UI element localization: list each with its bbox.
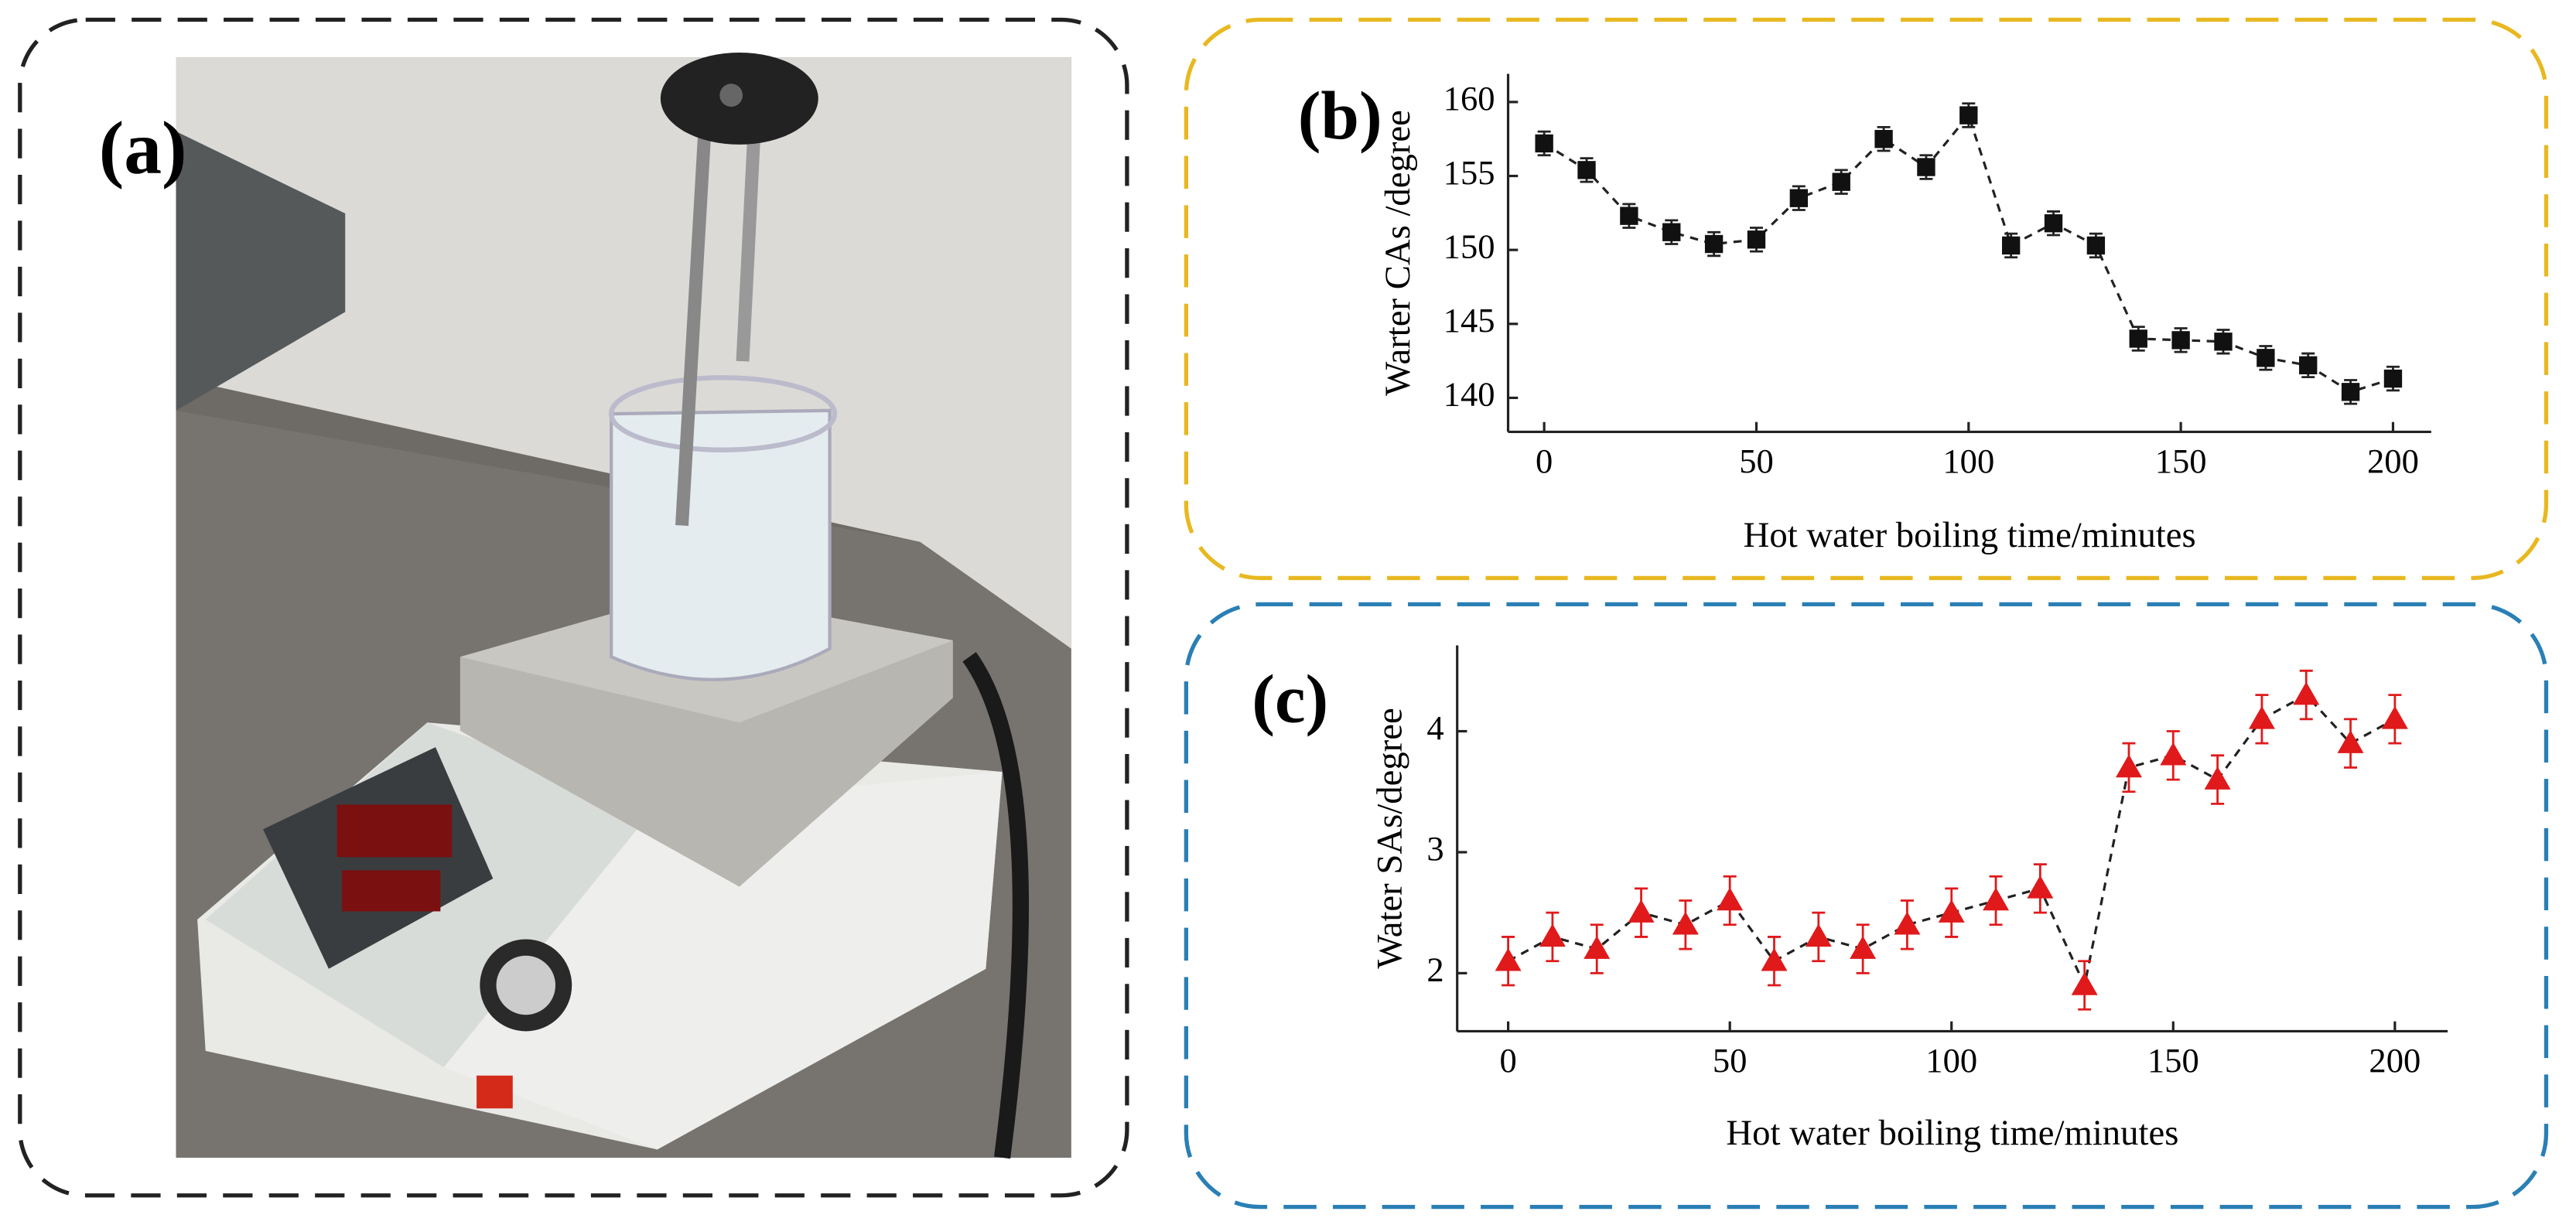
marker xyxy=(1495,947,1522,971)
marker xyxy=(1672,911,1699,935)
x-axis-label: Hot water boiling time/minutes xyxy=(1744,515,2196,555)
y-axis-label: Water SAs/degree xyxy=(1370,708,1410,968)
x-tick-label: 150 xyxy=(2147,1041,2199,1080)
marker xyxy=(1535,134,1553,153)
y-tick-label: 3 xyxy=(1426,829,1443,868)
marker xyxy=(2044,214,2063,233)
marker xyxy=(1938,899,1965,923)
y-tick-label: 160 xyxy=(1443,79,1495,118)
y-axis-label: Warter CAs /degree xyxy=(1378,110,1418,396)
marker xyxy=(2299,356,2318,375)
panel-label: (c) xyxy=(1252,661,1328,737)
x-tick-label: 50 xyxy=(1739,442,1774,480)
marker xyxy=(1539,923,1566,947)
marker xyxy=(2248,705,2275,729)
data-line xyxy=(1543,112,2393,394)
marker xyxy=(1850,936,1877,959)
panel-label: (a) xyxy=(99,107,187,190)
marker xyxy=(1805,923,1832,947)
marker xyxy=(1704,234,1724,254)
marker xyxy=(1761,947,1788,971)
x-tick-label: 50 xyxy=(1713,1041,1748,1080)
marker xyxy=(2293,681,2320,705)
marker xyxy=(2160,742,2187,766)
marker xyxy=(2381,705,2408,729)
marker xyxy=(1894,911,1921,935)
marker xyxy=(2001,236,2021,255)
marker xyxy=(2071,972,2098,995)
marker xyxy=(1584,936,1611,959)
marker xyxy=(2341,383,2360,401)
marker xyxy=(1832,172,1850,191)
marker xyxy=(2171,331,2190,350)
marker xyxy=(1747,230,1766,249)
marker xyxy=(1983,887,2010,911)
marker xyxy=(1628,899,1655,923)
marker xyxy=(1577,161,1596,179)
panel-frame xyxy=(18,17,1129,1198)
marker xyxy=(1662,223,1681,241)
marker xyxy=(2214,333,2233,351)
panel-frame xyxy=(1184,17,2549,581)
y-tick-label: 145 xyxy=(1443,301,1495,340)
x-tick-label: 0 xyxy=(1499,1041,1516,1080)
panel-label: (b) xyxy=(1298,79,1382,155)
x-tick-label: 0 xyxy=(1536,442,1553,480)
x-tick-label: 200 xyxy=(2367,442,2419,480)
marker xyxy=(2383,369,2403,388)
x-tick-label: 200 xyxy=(2369,1041,2421,1080)
marker xyxy=(2204,766,2231,790)
marker xyxy=(1620,206,1638,225)
x-tick-label: 100 xyxy=(1942,442,1994,480)
panel-frame xyxy=(1184,602,2549,1210)
marker xyxy=(2116,754,2142,778)
y-tick-label: 150 xyxy=(1443,227,1495,265)
marker xyxy=(2027,875,2054,899)
y-tick-label: 140 xyxy=(1443,375,1495,414)
x-tick-label: 150 xyxy=(2155,442,2207,480)
x-axis-label: Hot water boiling time/minutes xyxy=(1726,1113,2178,1153)
y-tick-label: 155 xyxy=(1443,153,1495,192)
marker xyxy=(2337,730,2364,753)
marker xyxy=(2129,329,2147,348)
marker xyxy=(1717,887,1744,911)
y-tick-label: 2 xyxy=(1426,950,1443,989)
x-tick-label: 100 xyxy=(1925,1041,1977,1080)
marker xyxy=(1959,106,1978,125)
marker xyxy=(1874,130,1893,148)
photo xyxy=(176,52,1071,1159)
marker xyxy=(1917,158,1935,176)
marker xyxy=(2257,349,2275,367)
marker xyxy=(2086,236,2106,255)
marker xyxy=(1789,189,1809,207)
y-tick-label: 4 xyxy=(1426,708,1443,747)
